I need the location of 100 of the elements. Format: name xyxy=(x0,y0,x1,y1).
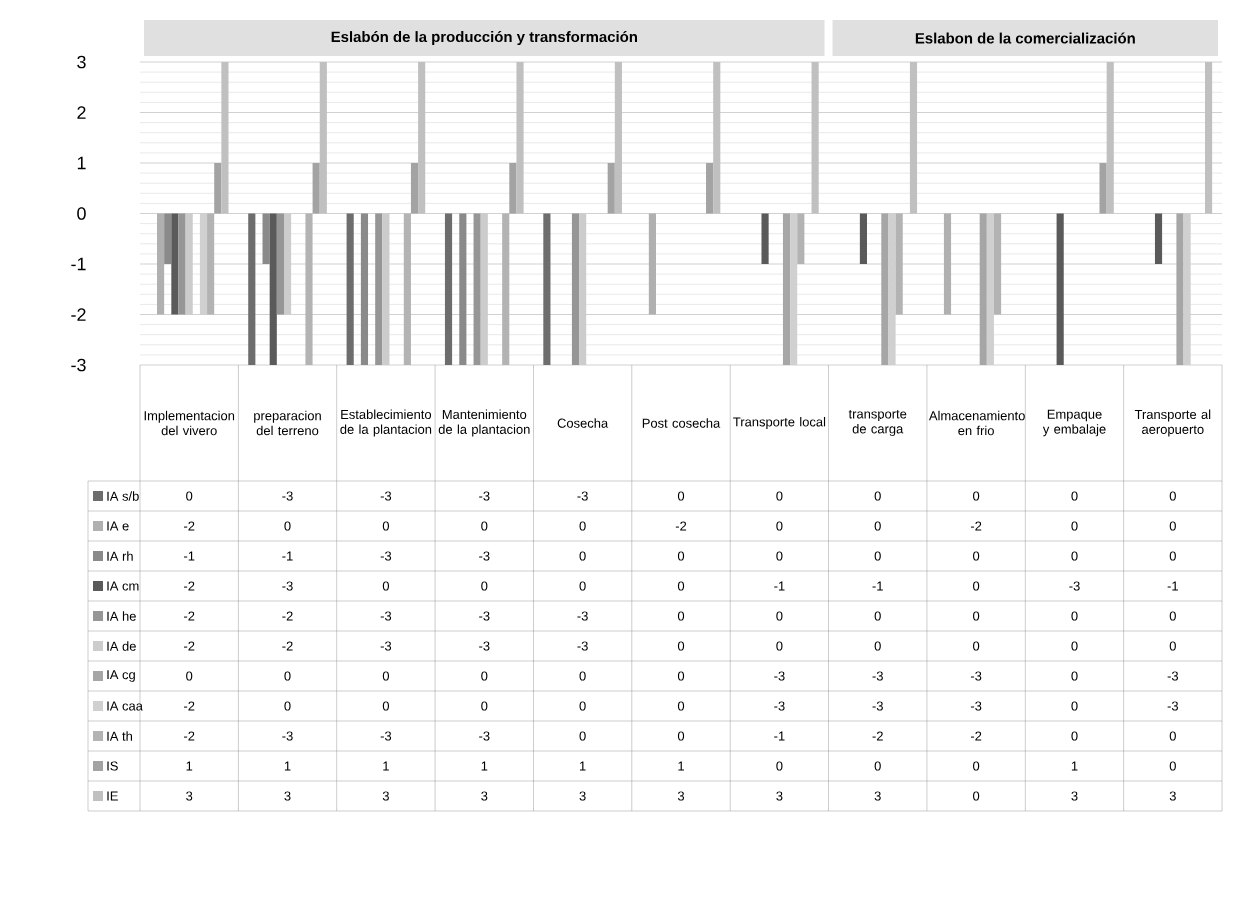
legend-label: IA th xyxy=(107,731,132,741)
bar xyxy=(706,163,714,214)
bar xyxy=(797,213,805,265)
data-label: -2 xyxy=(970,731,982,741)
data-label: 0 xyxy=(382,521,390,531)
bar xyxy=(943,213,952,315)
data-label: 0 xyxy=(382,581,390,591)
data-label: 0 xyxy=(1071,731,1078,741)
legend-label: IA de xyxy=(107,641,136,651)
bar xyxy=(502,213,510,365)
data-label: 0 xyxy=(1169,521,1176,531)
data-label: 0 xyxy=(1169,551,1176,561)
data-label: 0 xyxy=(1169,761,1176,771)
data-label: -3 xyxy=(577,491,588,501)
data-label: 1 xyxy=(579,761,586,771)
bar xyxy=(761,213,769,265)
bar xyxy=(199,213,208,315)
data-label: -1 xyxy=(774,731,785,741)
data-label: 0 xyxy=(874,761,881,771)
legend-label: IA he xyxy=(107,611,136,621)
data-label: 1 xyxy=(284,761,291,771)
data-label: -1 xyxy=(1167,581,1178,591)
bar xyxy=(157,213,165,315)
bar xyxy=(312,163,320,214)
x-tick-label: preparacion del terreno xyxy=(254,410,321,436)
data-label: 1 xyxy=(481,761,488,771)
data-label: -3 xyxy=(479,551,490,561)
data-label: 0 xyxy=(776,611,783,621)
data-label: 0 xyxy=(481,701,488,711)
data-label: 0 xyxy=(677,641,685,651)
bar xyxy=(269,213,277,365)
y-tick-label: -1 xyxy=(71,257,86,271)
data-label: 0 xyxy=(579,521,586,531)
data-label: -3 xyxy=(479,611,490,621)
data-label: 0 xyxy=(973,791,980,801)
data-label: -3 xyxy=(380,611,392,621)
data-label: 3 xyxy=(677,791,685,801)
bar xyxy=(346,213,354,365)
data-label: 0 xyxy=(579,701,586,711)
data-label: 0 xyxy=(579,551,586,561)
data-label: 0 xyxy=(677,581,685,591)
data-label: 0 xyxy=(874,491,881,501)
legend-label: IA cg xyxy=(107,670,135,682)
data-label: 0 xyxy=(1169,491,1176,501)
data-label: -3 xyxy=(872,671,883,681)
data-label: -3 xyxy=(774,671,785,681)
data-label: -3 xyxy=(1167,671,1179,681)
data-label: 0 xyxy=(1071,641,1078,651)
bar xyxy=(207,213,215,315)
data-label: -2 xyxy=(282,611,293,621)
y-tick-label: -3 xyxy=(71,358,86,372)
data-label: 3 xyxy=(382,791,389,801)
data-label: 0 xyxy=(973,491,980,501)
bar xyxy=(607,163,615,214)
data-label: 0 xyxy=(284,521,291,531)
bar xyxy=(164,213,172,265)
y-tick-label: 1 xyxy=(77,156,86,170)
bar xyxy=(444,213,453,365)
data-label: -1 xyxy=(282,551,293,561)
bar xyxy=(1154,213,1163,265)
data-label: 0 xyxy=(874,641,881,651)
legend-label: IA rh xyxy=(107,551,133,561)
data-label: 0 xyxy=(973,551,980,561)
data-label: 0 xyxy=(973,761,980,771)
bar xyxy=(283,213,292,315)
data-label: 3 xyxy=(481,791,488,801)
data-label: 0 xyxy=(1169,641,1176,651)
data-label: 0 xyxy=(677,731,685,741)
x-tick-label: Transporte al aeropuerto xyxy=(1134,409,1211,437)
data-label: 0 xyxy=(677,551,685,561)
x-tick-label: Empaque y embalaje xyxy=(1042,409,1106,437)
x-tick-label: Cosecha xyxy=(557,418,609,428)
data-label: -3 xyxy=(577,611,588,621)
data-label: 0 xyxy=(776,761,783,771)
data-label: -2 xyxy=(872,731,883,741)
bar xyxy=(993,213,1002,315)
data-label: 1 xyxy=(383,761,389,771)
data-label: -1 xyxy=(872,581,883,591)
data-label: 0 xyxy=(481,581,488,591)
data-label: -3 xyxy=(380,641,392,651)
data-label: -3 xyxy=(282,491,293,501)
bar xyxy=(262,213,270,265)
data-label: 3 xyxy=(1169,791,1176,801)
data-label: 1 xyxy=(186,761,193,771)
bar xyxy=(859,213,868,265)
y-tick-label: 0 xyxy=(77,207,86,220)
x-tick-label: Establecimiento de la plantacion xyxy=(340,409,432,437)
data-label: -3 xyxy=(1167,701,1179,711)
bar xyxy=(178,213,186,315)
data-label: 0 xyxy=(776,521,783,531)
bar xyxy=(1176,213,1184,365)
data-label: 0 xyxy=(481,521,488,531)
data-label: 0 xyxy=(186,491,193,501)
legend-label: IE xyxy=(107,791,118,801)
data-label: 0 xyxy=(1071,521,1078,531)
data-label: 1 xyxy=(1071,761,1078,771)
data-label: -1 xyxy=(184,551,195,561)
data-label: 0 xyxy=(776,551,783,561)
bar xyxy=(276,213,284,315)
data-label: 0 xyxy=(579,731,586,741)
